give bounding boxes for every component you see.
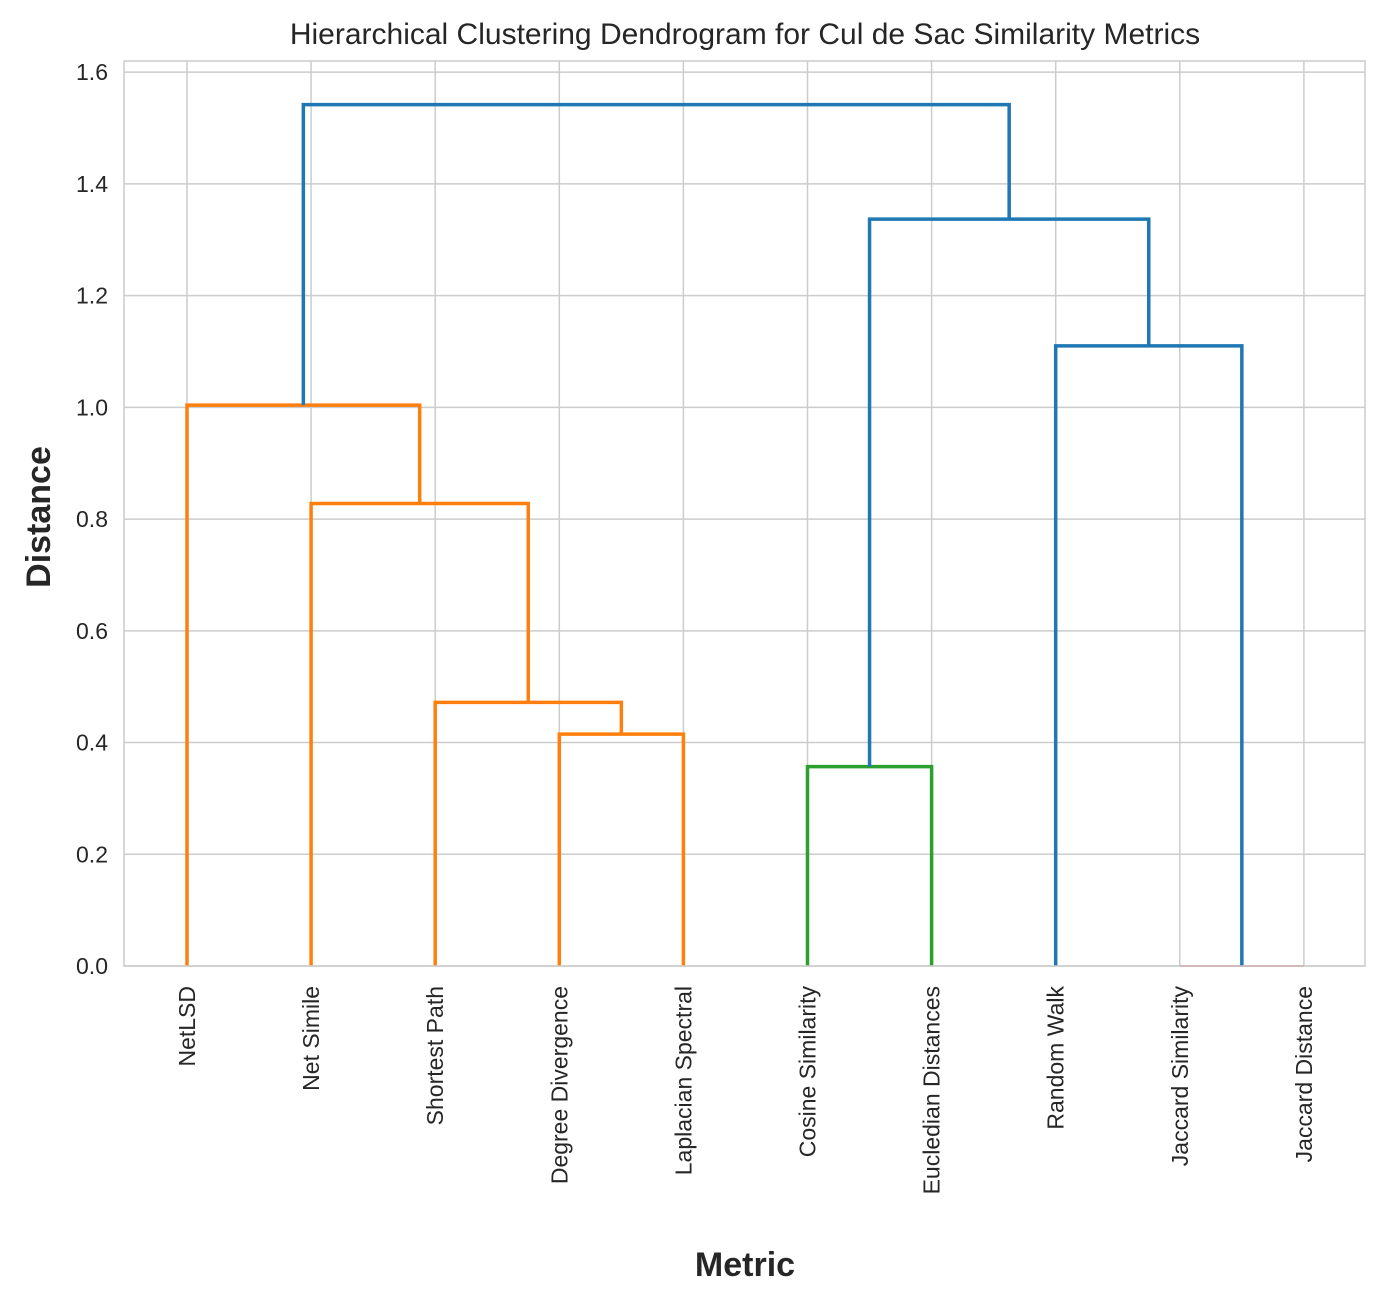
dendrogram-link-8 [301,102,1011,406]
dendrogram-link-6 [1053,344,1244,966]
y-tick-label-3: 0.6 [76,618,108,644]
leaf-label-2: Shortest Path [422,986,448,1125]
dendrogram-links [185,102,1304,967]
y-tick-label-2: 0.4 [76,730,108,756]
y-axis-label: Distance [20,446,58,588]
leaf-label-6: Eucledian Distances [919,986,945,1194]
y-tick-label-7: 1.4 [76,171,108,197]
leaf-label-5: Cosine Similarity [795,986,821,1158]
leaf-label-0: NetLSD [174,986,200,1067]
x-leaf-labels: NetLSD Net Simile Shortest Path Degree Dive… [174,986,1317,1195]
dendrogram-link-2 [805,764,934,966]
leaf-label-3: Degree Divergence [546,986,572,1184]
y-tick-labels: 0.0 0.2 0.4 0.6 0.8 1.0 1.2 1.4 1.6 [76,59,108,979]
dendrogram-link-1 [557,732,686,966]
leaf-label-4: Laplacian Spectral [670,986,696,1175]
plot-frame [123,60,1366,967]
dendrogram-link-5 [185,403,422,966]
leaf-label-8: Jaccard Similarity [1167,986,1193,1167]
y-tick-label-1: 0.2 [76,841,108,867]
y-tick-label-4: 0.8 [76,506,108,532]
leaf-label-1: Net Simile [298,986,324,1091]
y-tick-label-8: 1.6 [76,59,108,85]
leaf-label-9: Jaccard Distance [1291,986,1317,1162]
y-tick-label-0: 0.0 [76,953,108,979]
leaf-label-7: Random Walk [1043,986,1069,1130]
y-tick-label-5: 1.0 [76,394,108,420]
x-axis-label: Metric [695,1246,795,1284]
dendrogram-link-4 [309,501,531,966]
dendrogram-link-7 [867,217,1151,767]
chart-title: Hierarchical Clustering Dendrogram for C… [290,18,1200,51]
y-tick-label-6: 1.2 [76,283,108,309]
